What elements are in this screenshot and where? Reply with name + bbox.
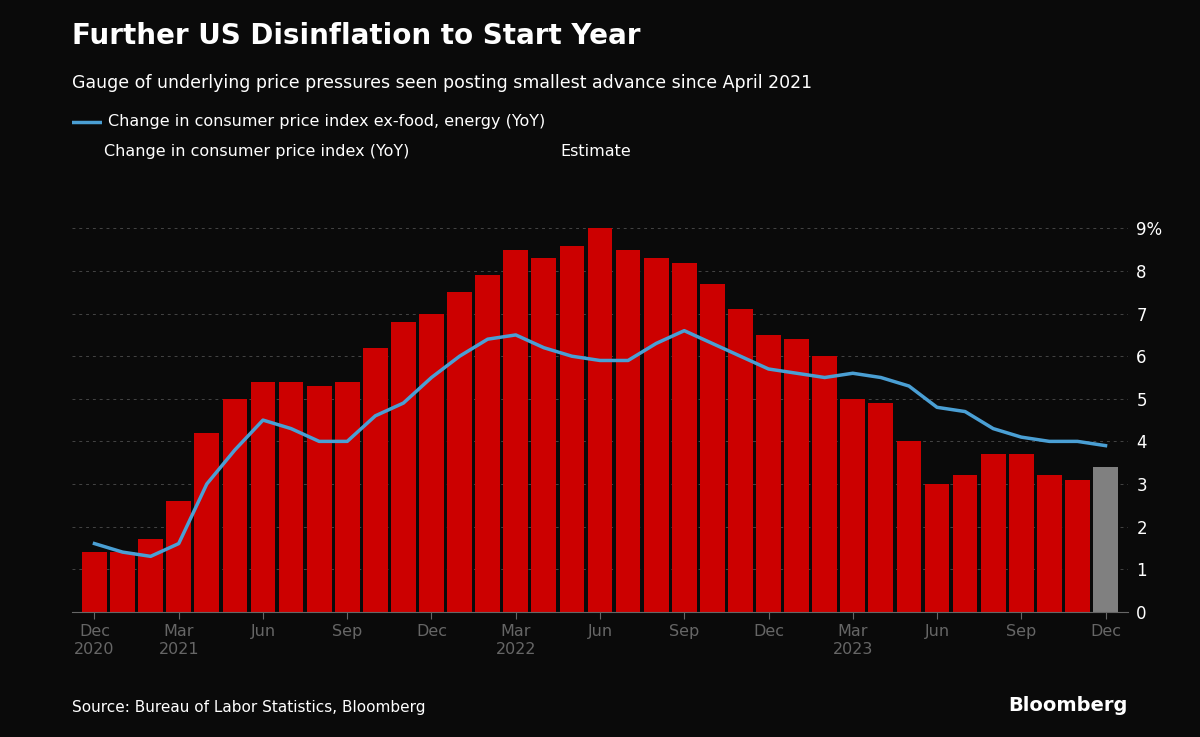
Text: Gauge of underlying price pressures seen posting smallest advance since April 20: Gauge of underlying price pressures seen…: [72, 74, 812, 91]
Bar: [1037, 475, 1062, 612]
Bar: [644, 258, 668, 612]
Bar: [138, 539, 163, 612]
Bar: [82, 552, 107, 612]
Bar: [588, 224, 612, 612]
Text: Change in consumer price index ex-food, energy (YoY): Change in consumer price index ex-food, …: [108, 114, 545, 129]
Bar: [980, 454, 1006, 612]
Bar: [222, 399, 247, 612]
Bar: [194, 433, 220, 612]
Bar: [278, 382, 304, 612]
Text: Change in consumer price index (YoY): Change in consumer price index (YoY): [104, 144, 409, 158]
Bar: [559, 245, 584, 612]
Bar: [110, 552, 134, 612]
Bar: [1009, 454, 1033, 612]
Bar: [391, 322, 415, 612]
Bar: [728, 310, 752, 612]
Bar: [700, 284, 725, 612]
Bar: [167, 501, 191, 612]
Text: Source: Bureau of Labor Statistics, Bloomberg: Source: Bureau of Labor Statistics, Bloo…: [72, 700, 426, 715]
Bar: [785, 339, 809, 612]
Bar: [925, 484, 949, 612]
Bar: [448, 293, 472, 612]
Bar: [756, 335, 781, 612]
Bar: [532, 258, 556, 612]
Bar: [307, 386, 331, 612]
Text: Estimate: Estimate: [560, 144, 631, 158]
Bar: [503, 250, 528, 612]
Bar: [1093, 467, 1118, 612]
Bar: [475, 276, 500, 612]
Bar: [896, 441, 922, 612]
Bar: [812, 356, 838, 612]
Bar: [362, 348, 388, 612]
Text: Further US Disinflation to Start Year: Further US Disinflation to Start Year: [72, 22, 641, 50]
Bar: [953, 475, 978, 612]
Bar: [251, 382, 275, 612]
Bar: [1066, 480, 1090, 612]
Bar: [869, 403, 893, 612]
Bar: [672, 262, 697, 612]
Bar: [616, 250, 641, 612]
Bar: [335, 382, 360, 612]
Text: Bloomberg: Bloomberg: [1009, 696, 1128, 715]
Bar: [840, 399, 865, 612]
Bar: [419, 314, 444, 612]
